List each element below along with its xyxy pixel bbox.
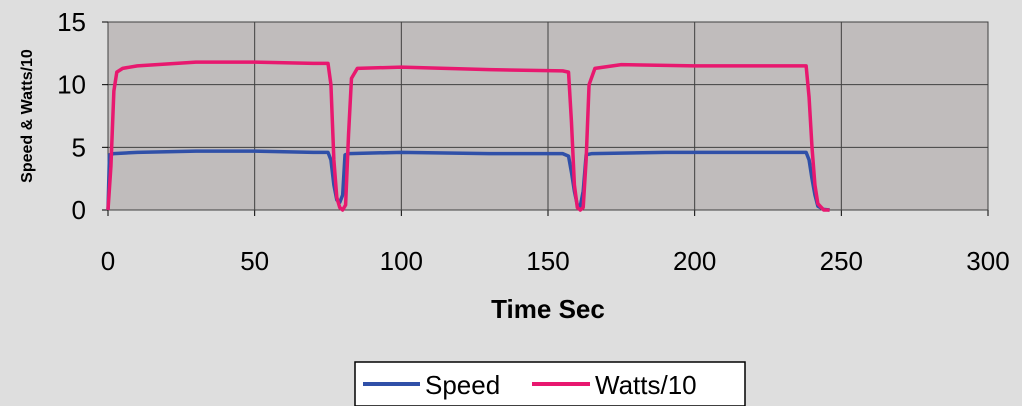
y-axis-title: Speed & Watts/10 (19, 49, 36, 183)
x-tick-label: 150 (526, 246, 569, 276)
x-tick-label: 0 (101, 246, 115, 276)
x-tick-label: 50 (240, 246, 269, 276)
tick-labels: 0 50 100 150 200 250 300 0 5 10 15 (57, 7, 1010, 276)
y-tick-label: 5 (72, 132, 86, 162)
series-lines (106, 60, 830, 212)
series-line-speed (106, 149, 830, 212)
x-tick-label: 300 (966, 246, 1009, 276)
y-tick-label: 0 (72, 195, 86, 225)
x-axis-title: Time Sec (491, 294, 605, 324)
legend-label-speed: Speed (425, 370, 500, 400)
x-tick-label: 100 (380, 246, 423, 276)
series-line-watts-10 (106, 60, 830, 212)
x-tick-label: 200 (673, 246, 716, 276)
legend: Speed Watts/10 (354, 361, 746, 406)
y-tick-label: 15 (57, 7, 86, 37)
y-tick-label: 10 (57, 70, 86, 100)
legend-label-watts: Watts/10 (595, 370, 697, 400)
x-tick-label: 250 (820, 246, 863, 276)
